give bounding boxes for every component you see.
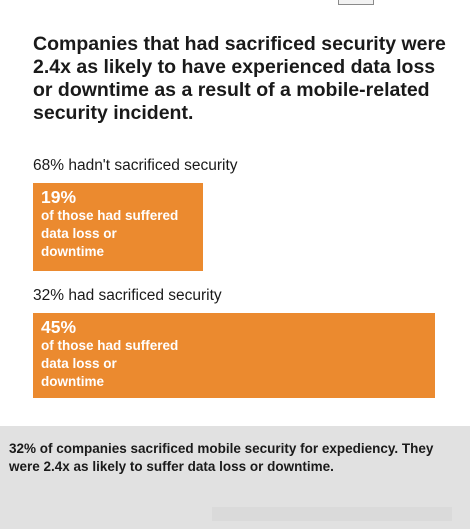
footer-faded-strip <box>212 507 452 521</box>
bar-value-label-not-sacrificed: 19% <box>41 187 77 207</box>
group-label-not-sacrificed: 68% hadn't sacrificed security <box>33 157 238 174</box>
group-label-sacrificed: 32% had sacrificed security <box>33 287 222 304</box>
bar-not-sacrificed: 19% of those had suffered data loss or d… <box>33 183 203 271</box>
chart-headline: Companies that had sacrificed security w… <box>33 33 446 124</box>
bar-sacrificed: 45% of those had suffered data loss or d… <box>33 313 435 398</box>
bar-description-sacrificed: of those had suffered data loss or downt… <box>41 338 179 389</box>
bar-description-not-sacrificed: of those had suffered data loss or downt… <box>41 208 179 259</box>
top-edge-mark <box>338 0 374 5</box>
bar-value-label-sacrificed: 45% <box>41 317 77 337</box>
footer-summary-text: 32% of companies sacrificed mobile secur… <box>9 441 434 474</box>
footer-summary-panel: 32% of companies sacrificed mobile secur… <box>0 426 470 529</box>
